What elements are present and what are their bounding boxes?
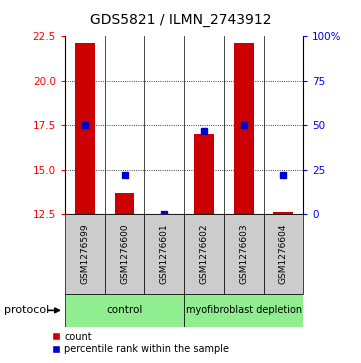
Text: myofibroblast depletion: myofibroblast depletion: [186, 305, 302, 315]
Bar: [273, 212, 293, 214]
Text: GSM1276601: GSM1276601: [160, 224, 169, 285]
Text: control: control: [106, 305, 143, 315]
Bar: [114, 193, 134, 214]
Bar: [224, 214, 264, 294]
Bar: [65, 294, 184, 327]
Bar: [194, 134, 214, 214]
Text: GSM1276599: GSM1276599: [81, 224, 89, 285]
Bar: [264, 214, 303, 294]
Text: protocol: protocol: [4, 305, 49, 315]
Text: GSM1276604: GSM1276604: [279, 224, 288, 284]
Text: GSM1276600: GSM1276600: [120, 224, 129, 285]
Text: GSM1276602: GSM1276602: [200, 224, 208, 284]
Bar: [184, 294, 303, 327]
Bar: [105, 214, 144, 294]
Bar: [234, 44, 253, 214]
Bar: [75, 44, 95, 214]
Legend: count, percentile rank within the sample: count, percentile rank within the sample: [52, 331, 230, 355]
Bar: [184, 214, 224, 294]
Bar: [144, 214, 184, 294]
Text: GDS5821 / ILMN_2743912: GDS5821 / ILMN_2743912: [90, 13, 271, 27]
Text: GSM1276603: GSM1276603: [239, 224, 248, 285]
Bar: [65, 214, 105, 294]
